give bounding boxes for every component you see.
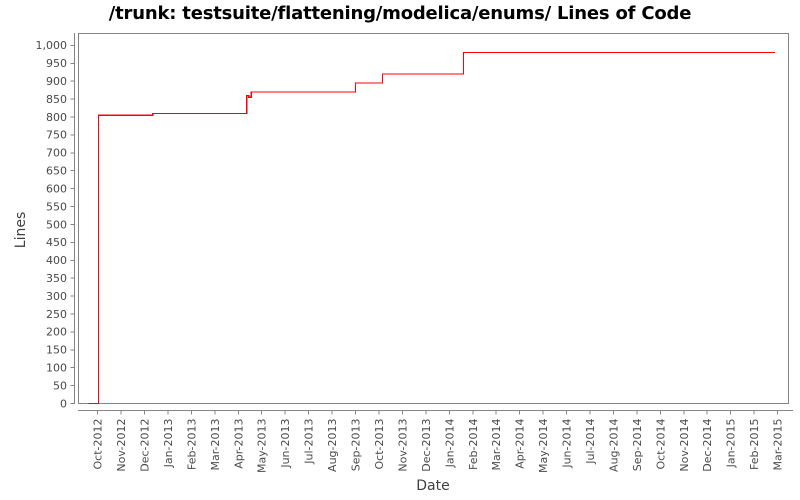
x-tick-label: Nov-2012 xyxy=(115,419,128,472)
x-axis-title: Date xyxy=(416,478,449,494)
x-tick-label: Jun-2013 xyxy=(279,419,292,469)
y-tick-label: 750 xyxy=(46,129,67,142)
x-tick-label: Feb-2013 xyxy=(185,419,198,470)
y-tick-label: 500 xyxy=(46,218,67,231)
y-tick-label: 0 xyxy=(60,397,67,410)
y-tick-label: 900 xyxy=(46,75,67,88)
x-tick-label: Feb-2014 xyxy=(467,419,480,470)
y-tick-label: 50 xyxy=(53,379,67,392)
x-tick-label: Mar-2015 xyxy=(772,419,785,471)
x-tick-label: Sep-2014 xyxy=(631,419,644,472)
y-tick-label: 550 xyxy=(46,200,67,213)
x-tick-label: Dec-2014 xyxy=(701,418,714,471)
y-tick-label: 1,000 xyxy=(36,39,68,52)
x-tick-label: Aug-2014 xyxy=(607,419,620,472)
x-tick-label: Jan-2013 xyxy=(162,419,175,469)
y-tick-label: 250 xyxy=(46,308,67,321)
y-tick-label: 950 xyxy=(46,57,67,70)
y-tick-label: 200 xyxy=(46,326,67,339)
x-tick-label: May-2013 xyxy=(256,419,269,474)
y-tick-label: 650 xyxy=(46,165,67,178)
y-tick-label: 850 xyxy=(46,93,67,106)
x-tick-label: Mar-2013 xyxy=(209,419,222,471)
x-tick-label: Oct-2013 xyxy=(373,419,386,470)
y-tick-label: 100 xyxy=(46,361,67,374)
chart-title: /trunk: testsuite/flattening/modelica/en… xyxy=(108,3,692,24)
x-tick-label: Feb-2015 xyxy=(748,419,761,470)
x-tick-label: Jul-2013 xyxy=(303,419,316,465)
x-tick-label: Dec-2012 xyxy=(138,419,151,472)
x-tick-label: Dec-2013 xyxy=(420,418,433,471)
x-tick-label: Mar-2014 xyxy=(490,419,503,471)
plot-frame xyxy=(78,33,789,404)
x-tick-label: Jan-2015 xyxy=(725,419,738,469)
y-tick-label: 600 xyxy=(46,182,67,195)
x-tick-label: Sep-2013 xyxy=(350,419,363,472)
x-tick-label: Apr-2013 xyxy=(232,419,245,469)
x-tick-label: Jan-2014 xyxy=(443,419,456,469)
y-tick-label: 400 xyxy=(46,254,67,267)
x-tick-label: Apr-2014 xyxy=(514,419,527,469)
x-tick-label: Jun-2014 xyxy=(561,419,574,469)
y-tick-label: 700 xyxy=(46,147,67,160)
x-tick-label: Oct-2012 xyxy=(92,419,105,470)
x-tick-label: Jul-2014 xyxy=(584,419,597,465)
y-tick-label: 150 xyxy=(46,344,67,357)
x-tick-label: Oct-2014 xyxy=(654,419,667,470)
y-tick-label: 350 xyxy=(46,272,67,285)
y-tick-label: 300 xyxy=(46,290,67,303)
y-tick-label: 450 xyxy=(46,236,67,249)
x-tick-label: May-2014 xyxy=(537,419,550,474)
series-line-lines-of-code xyxy=(88,52,776,405)
x-tick-label: Nov-2013 xyxy=(396,419,409,472)
x-tick-label: Nov-2014 xyxy=(678,419,691,472)
y-tick-label: 800 xyxy=(46,111,67,124)
x-tick-label: Aug-2013 xyxy=(326,419,339,472)
y-axis-title: Lines xyxy=(13,212,29,248)
